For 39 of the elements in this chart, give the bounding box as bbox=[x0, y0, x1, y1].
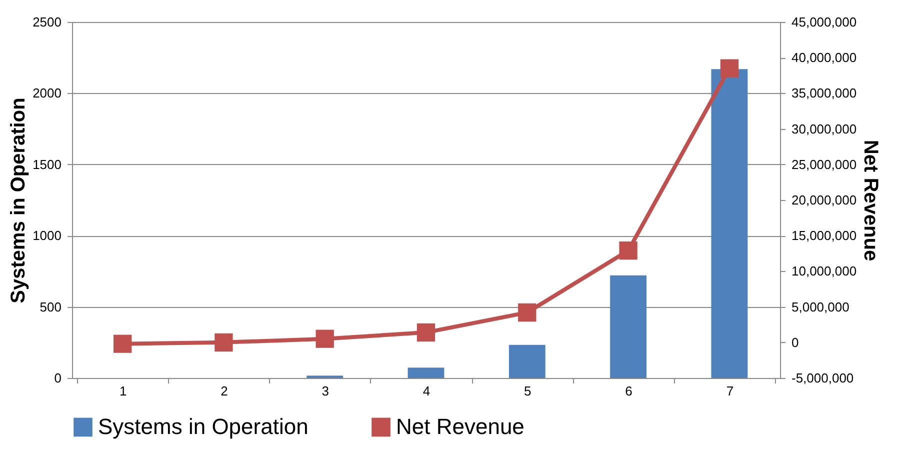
x-tick-label: 6 bbox=[625, 384, 632, 398]
y2-tick-label: 10,000,000 bbox=[792, 264, 857, 279]
y2-tick-label: 45,000,000 bbox=[792, 14, 857, 30]
point bbox=[416, 323, 436, 342]
y-tick-label: 1000 bbox=[32, 228, 62, 244]
y2-tick-label: 0 bbox=[792, 334, 799, 350]
y2-tick-label: 40,000,000 bbox=[792, 50, 857, 66]
bar bbox=[508, 344, 546, 378]
point bbox=[619, 241, 638, 260]
point bbox=[113, 334, 132, 353]
point bbox=[518, 303, 536, 322]
legend-label: Systems in Operation bbox=[98, 414, 308, 440]
x-tick-label: 1 bbox=[119, 384, 127, 398]
y2-tick-label: 35,000,000 bbox=[792, 86, 857, 101]
y2-tick-label: 20,000,000 bbox=[792, 192, 857, 208]
x-tick-label: 2 bbox=[220, 384, 228, 398]
y-tick-label: 2500 bbox=[32, 14, 62, 30]
y2-tick-label: 30,000,000 bbox=[792, 121, 857, 136]
y2-tick-label: 15,000,000 bbox=[792, 228, 857, 244]
y-tick-label: 1500 bbox=[32, 156, 62, 172]
x-tick-label: 4 bbox=[422, 384, 430, 398]
y-tick-label: 2000 bbox=[32, 86, 62, 101]
bar bbox=[610, 275, 646, 378]
point bbox=[316, 330, 334, 348]
y2-tick-label: -5,000,000 bbox=[792, 370, 854, 386]
y2-tick-label: 5,000,000 bbox=[792, 299, 850, 314]
y-axis-title: Systems in Operation bbox=[8, 98, 30, 304]
point bbox=[214, 333, 233, 352]
bar bbox=[408, 368, 444, 378]
y2-tick-label: 25,000,000 bbox=[792, 156, 857, 172]
x-tick-label: 7 bbox=[726, 384, 734, 398]
x-tick-label: 5 bbox=[524, 384, 532, 398]
y2-axis-title: Net Revenue bbox=[860, 140, 882, 262]
x-tick-label: 3 bbox=[322, 384, 329, 398]
y-tick-label: 0 bbox=[54, 370, 62, 386]
y-tick-label: 500 bbox=[40, 299, 62, 314]
bar bbox=[711, 69, 748, 378]
legend-label: Net Revenue bbox=[396, 414, 524, 440]
point bbox=[720, 59, 739, 78]
